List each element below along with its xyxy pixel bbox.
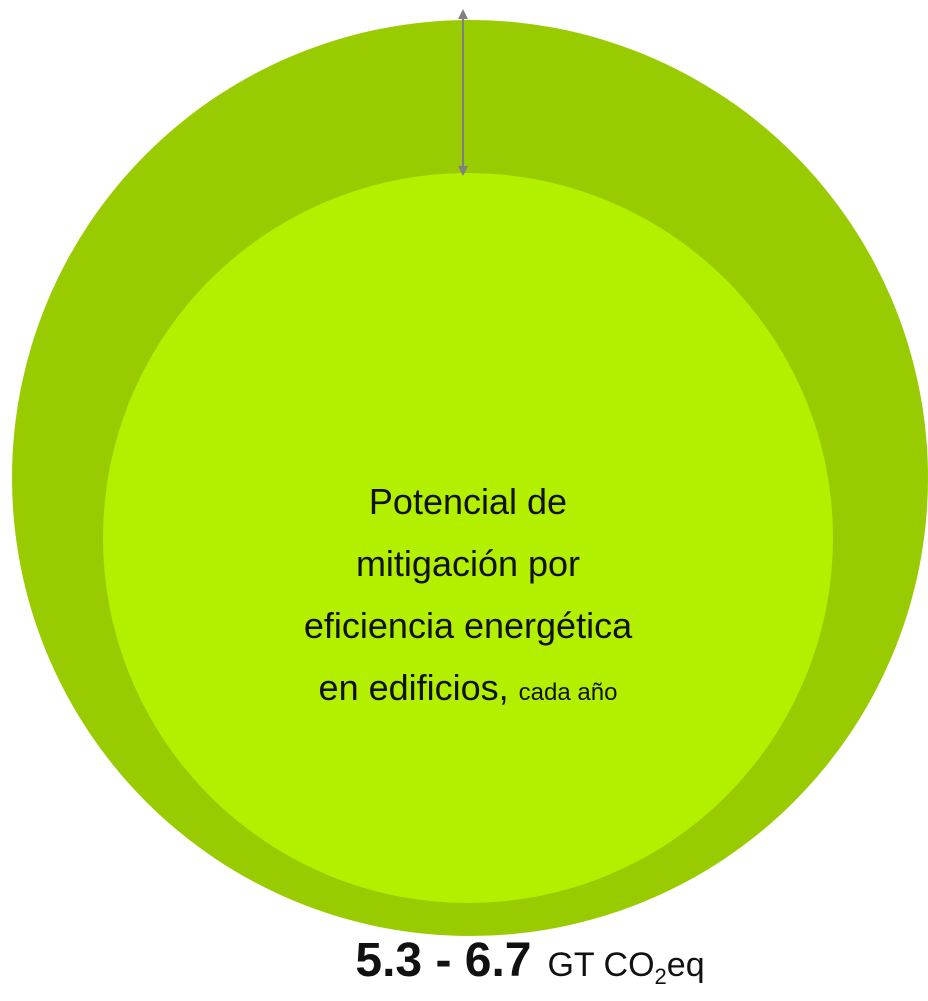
inner-label: Potencial de mitigación por eficiencia e… [304,481,633,708]
inner-circle [103,173,833,903]
label-line: eficiencia energética [304,605,633,646]
label-suffix: cada año [519,679,618,706]
value-label: 5.3 - 6.7 GT CO2eq [355,934,704,989]
label-line: en edificios, cada año [319,667,618,708]
label-line: Potencial de [369,481,567,522]
label-line-text: en edificios, [319,667,509,708]
unit-suffix: eq [667,946,705,984]
value-range: 5.3 - 6.7 [355,934,531,987]
unit-prefix: GT CO [547,946,654,984]
label-line: mitigación por [356,543,580,584]
unit-subscript: 2 [655,964,667,989]
